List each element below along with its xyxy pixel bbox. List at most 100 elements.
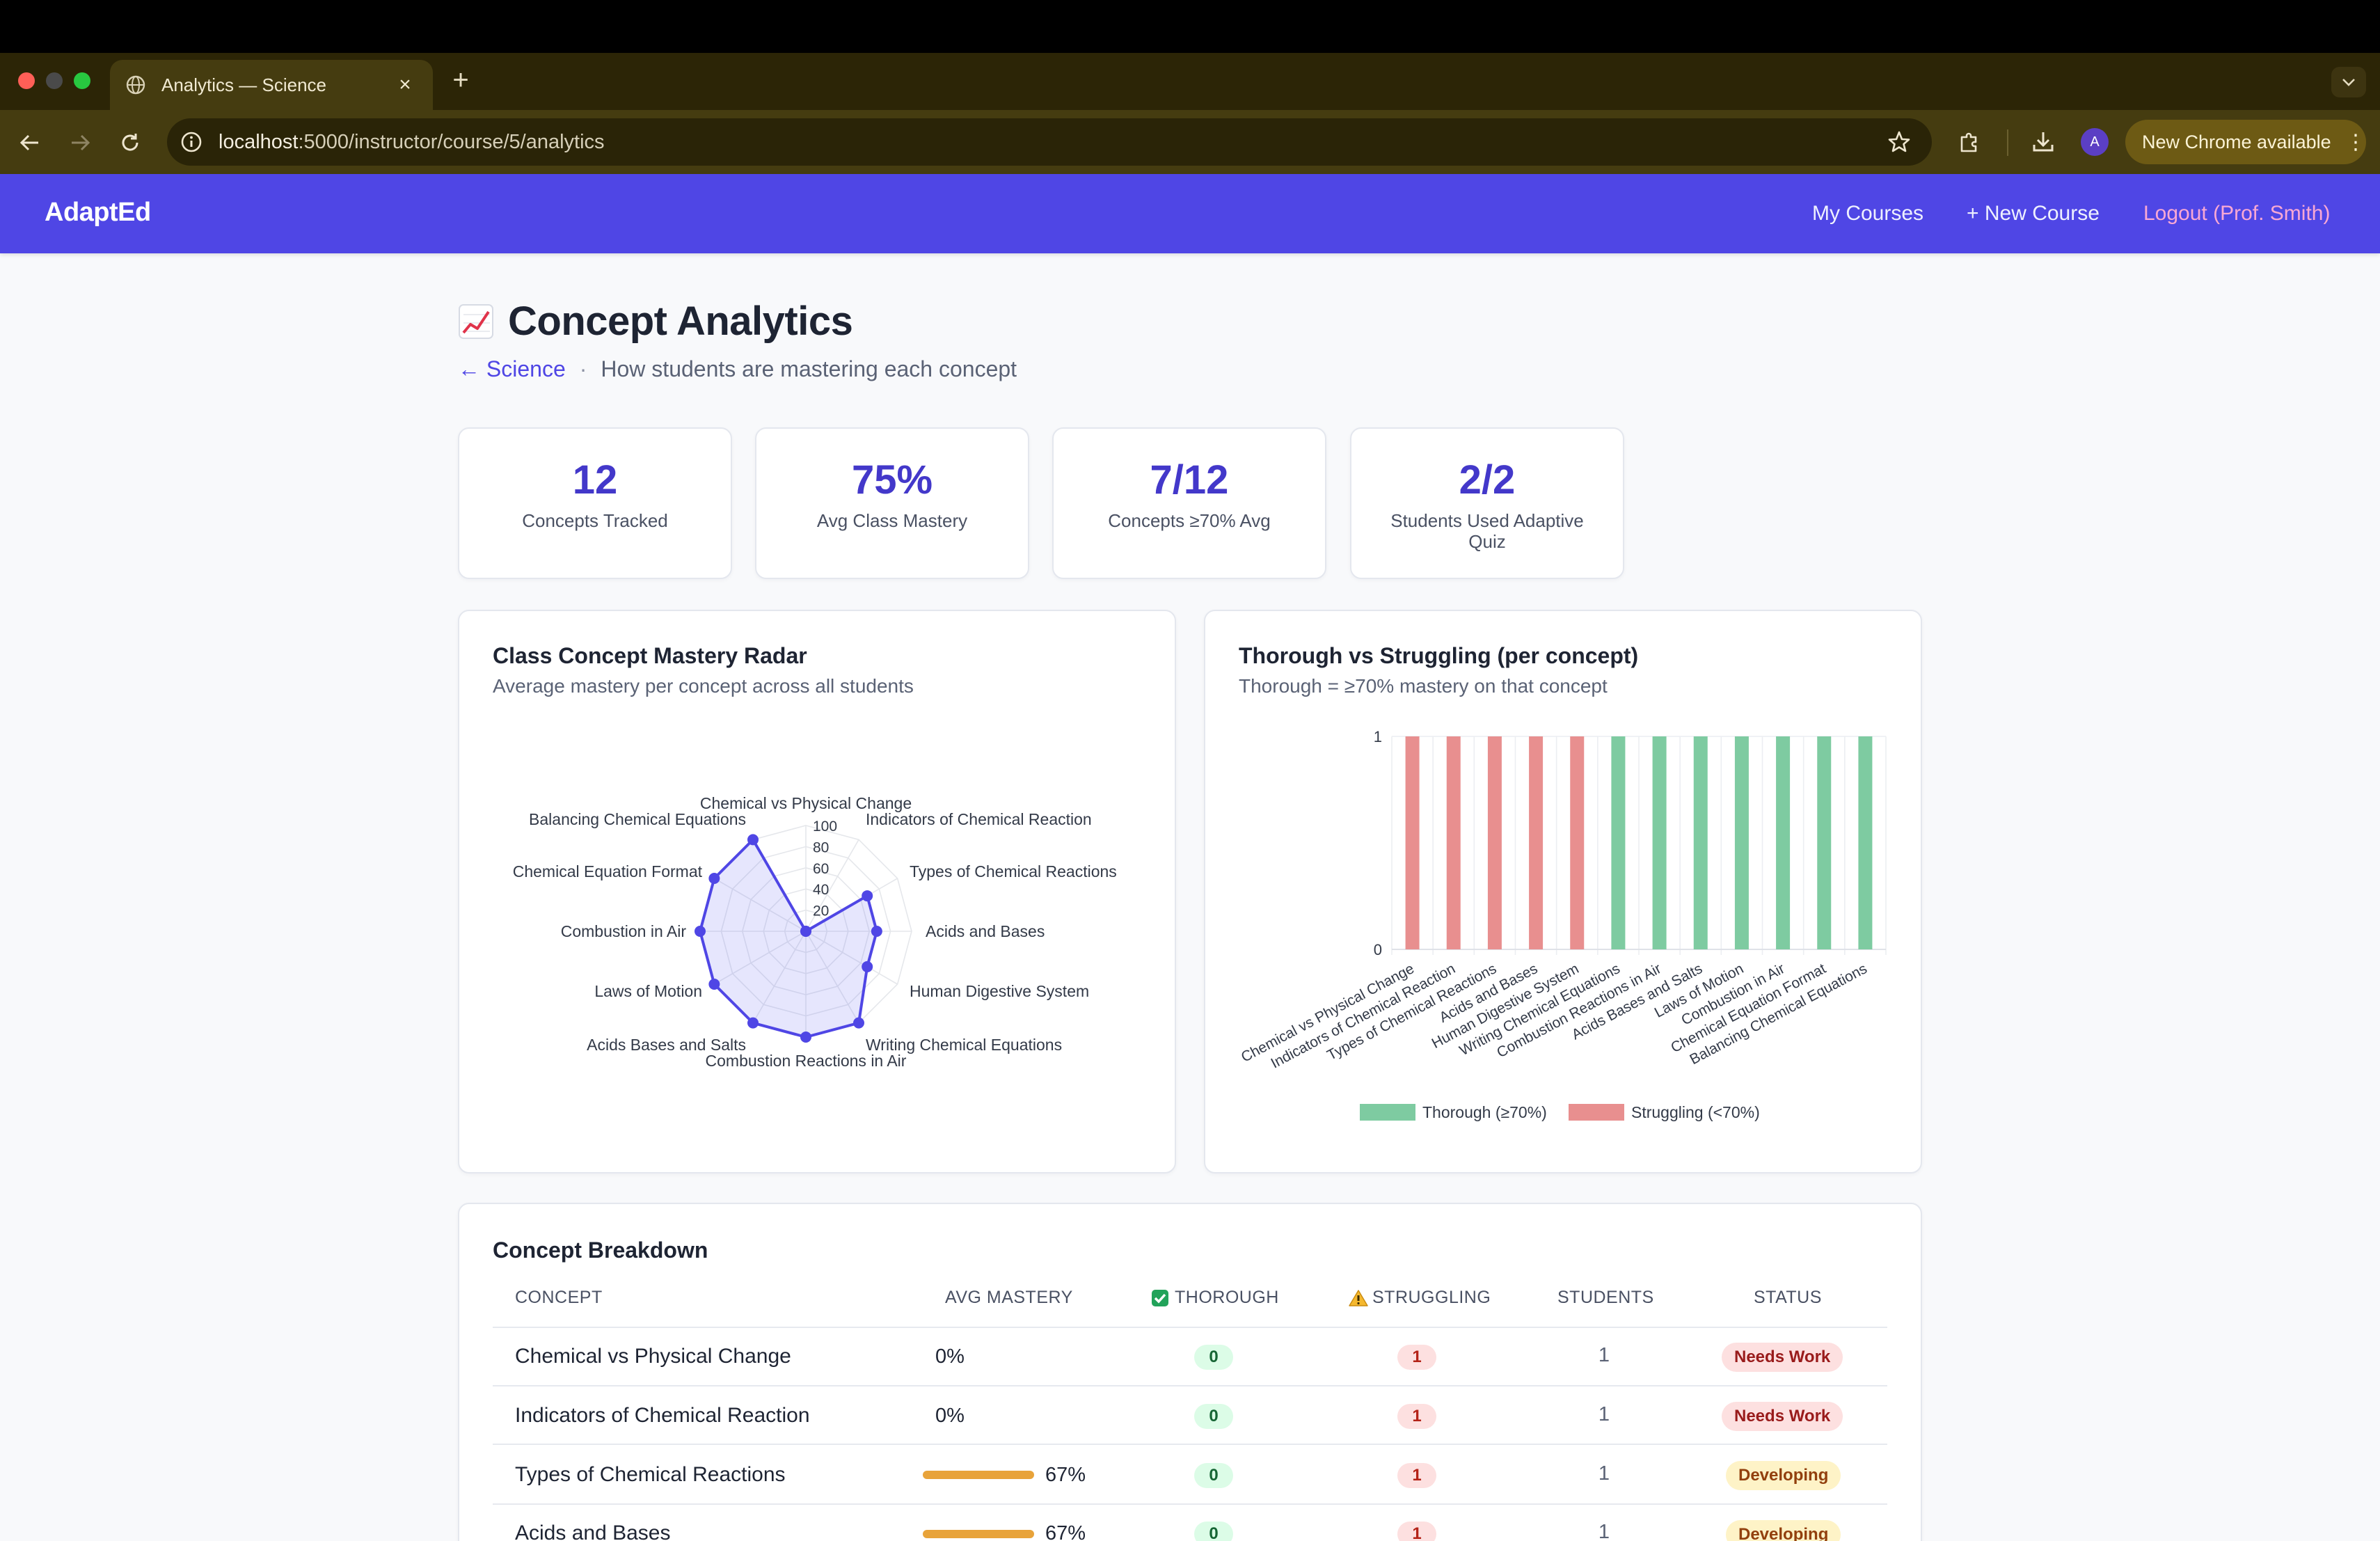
radar-point[interactable] (862, 961, 873, 972)
col-header-avg-mastery[interactable]: Avg Mastery (945, 1288, 1073, 1307)
radar-spoke (713, 931, 807, 985)
bar-segment[interactable] (1529, 736, 1544, 949)
nav-my-courses-link[interactable]: My Courses (1812, 202, 1924, 225)
back-arrow-icon[interactable] (14, 127, 46, 159)
col-header-concept[interactable]: Concept (515, 1288, 603, 1307)
table-row-mastery: 0% (935, 1405, 965, 1427)
bar-segment[interactable] (1693, 736, 1708, 949)
site-info-icon[interactable] (180, 130, 203, 154)
chrome-update-button[interactable]: New Chrome available ⋮ (2125, 120, 2366, 164)
thorough-count-badge: 0 (1194, 1522, 1233, 1541)
radar-point[interactable] (747, 834, 759, 846)
browser-tab-active[interactable]: Analytics — Science × (110, 60, 433, 110)
reload-icon[interactable] (114, 127, 146, 159)
check-mark-icon (1152, 1289, 1168, 1306)
window-close-button[interactable] (18, 72, 35, 89)
brand-logo[interactable]: AdaptEd (45, 198, 151, 227)
bar-segment[interactable] (1817, 736, 1832, 949)
radar-axis-label: Writing Chemical Equations (866, 1036, 1062, 1054)
bar-segment[interactable] (1652, 736, 1667, 949)
table-row-divider (493, 1444, 1887, 1445)
table-row-divider (493, 1385, 1887, 1386)
radar-axis-label: Chemical Equation Format (513, 862, 703, 880)
table-row-students: 1 (1598, 1344, 1610, 1366)
table-row-concept: Indicators of Chemical Reaction (515, 1404, 810, 1427)
address-bar[interactable]: localhost:5000/instructor/course/5/analy… (167, 118, 1932, 166)
bar-chart-subtitle: Thorough = ≥70% mastery on that concept (1239, 675, 1608, 697)
radar-tick-label: 80 (813, 839, 829, 855)
profile-avatar[interactable]: A (2081, 128, 2109, 156)
radar-axis-label: Balancing Chemical Equations (529, 810, 746, 828)
globe-icon (125, 74, 146, 95)
bar-segment[interactable] (1776, 736, 1791, 949)
radar-axis-label: Combustion Reactions in Air (706, 1052, 907, 1070)
toolbar-divider (2007, 129, 2008, 156)
bar-chart-title: Thorough vs Struggling (per concept) (1239, 643, 1639, 668)
bookmark-star-icon[interactable] (1887, 130, 1911, 154)
col-header-students[interactable]: Students (1557, 1288, 1654, 1307)
bar-segment[interactable] (1405, 736, 1420, 949)
bar-segment[interactable] (1446, 736, 1461, 949)
radar-point[interactable] (708, 873, 720, 884)
nav-new-course-link[interactable]: + New Course (1967, 202, 2100, 225)
bar-segment[interactable] (1611, 736, 1626, 949)
struggling-count-badge: 1 (1397, 1463, 1436, 1488)
forward-arrow-icon[interactable] (64, 127, 96, 159)
radar-axis-label: Human Digestive System (910, 982, 1089, 1000)
radar-point[interactable] (800, 1032, 811, 1043)
col-header-struggling[interactable]: Struggling (1349, 1288, 1491, 1308)
radar-series-area (699, 838, 878, 1038)
radar-point[interactable] (862, 890, 873, 902)
radar-spoke (713, 878, 807, 932)
legend-swatch (1569, 1104, 1624, 1121)
window-minimize-button[interactable] (46, 72, 63, 89)
radar-axis-label: Acids and Bases (926, 922, 1045, 940)
struggling-count-badge: 1 (1397, 1345, 1436, 1370)
radar-axis-label: Combustion in Air (561, 922, 687, 940)
status-badge: Needs Work (1722, 1402, 1843, 1431)
radar-tick-label: 60 (813, 861, 829, 877)
nav-logout-link[interactable]: Logout (Prof. Smith) (2143, 202, 2331, 225)
legend-label[interactable]: Thorough (≥70%) (1422, 1103, 1547, 1121)
bar-grid (1391, 736, 1887, 955)
table-row-mastery: 0% (935, 1345, 965, 1368)
struggling-count-badge: 1 (1397, 1404, 1436, 1429)
extensions-puzzle-icon[interactable] (1954, 127, 1985, 157)
bar-x-tick-label: Indicators of Chemical Reaction (1269, 961, 1459, 1071)
legend-label[interactable]: Struggling (<70%) (1631, 1103, 1760, 1121)
radar-point[interactable] (800, 926, 811, 937)
bar-segment[interactable] (1858, 736, 1873, 949)
radar-point[interactable] (853, 1017, 864, 1029)
radar-point[interactable] (747, 1017, 759, 1029)
radar-axis-label: Indicators of Chemical Reaction (866, 810, 1092, 828)
radar-point[interactable] (871, 926, 882, 937)
back-to-course-link[interactable]: ← Science (458, 356, 566, 381)
bar-segment[interactable] (1570, 736, 1585, 949)
radar-point[interactable] (695, 926, 706, 937)
warning-icon (1349, 1289, 1368, 1306)
table-row-divider (493, 1503, 1887, 1505)
radar-point[interactable] (708, 979, 720, 990)
bar-segment[interactable] (1487, 736, 1502, 949)
close-icon[interactable]: × (399, 73, 411, 96)
mastery-progress-bar (923, 1471, 1034, 1479)
table-row-students: 1 (1598, 1462, 1610, 1485)
bar-y-tick-label: 0 (1374, 941, 1382, 958)
more-vertical-icon[interactable]: ⋮ (2345, 130, 2366, 154)
radar-axis-label: Types of Chemical Reactions (910, 862, 1117, 880)
chart-increasing-icon (458, 303, 494, 340)
radar-axis-label: Laws of Motion (594, 982, 702, 1000)
col-header-status[interactable]: Status (1754, 1288, 1822, 1307)
download-icon[interactable] (2028, 127, 2058, 157)
bar-segment[interactable] (1734, 736, 1749, 949)
new-tab-plus-icon[interactable]: + (452, 65, 469, 95)
radar-chart: 20 40 60 80 100 Chemical vs Physical ChangeIn… (513, 794, 1117, 1070)
tab-title: Analytics — Science (161, 74, 326, 95)
col-header-thorough[interactable]: Thorough (1151, 1288, 1279, 1308)
tab-search-chevron-down-icon[interactable] (2331, 67, 2366, 97)
os-menu-bar (0, 0, 2380, 53)
table-row-concept: Chemical vs Physical Change (515, 1345, 791, 1368)
radar-tick-label: 20 (813, 903, 829, 919)
window-zoom-button[interactable] (74, 72, 90, 89)
